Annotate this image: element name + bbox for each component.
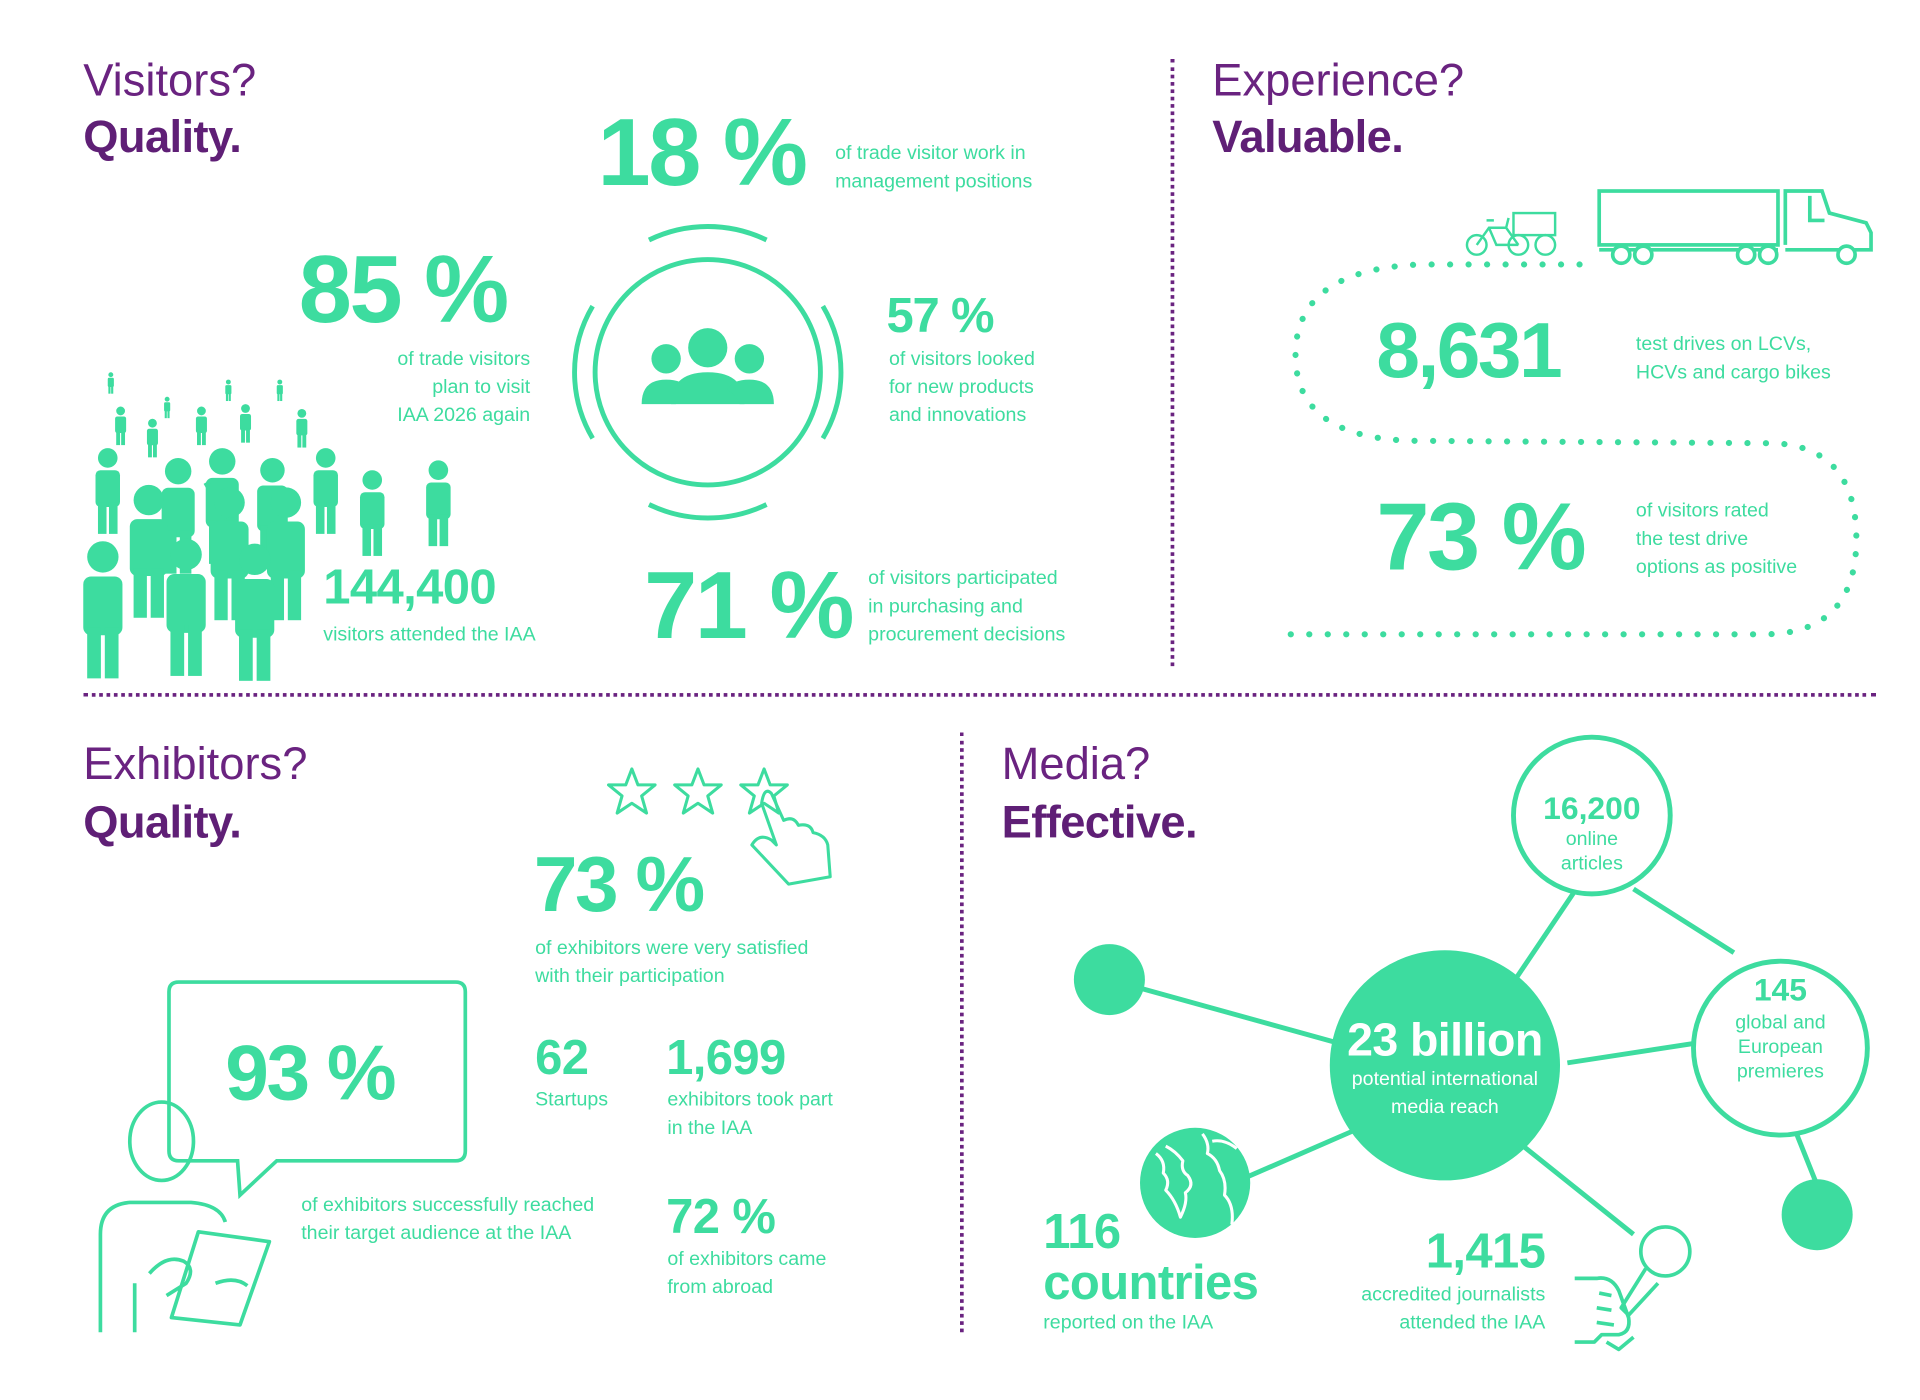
products-label: of visitors looked for new products and … [888, 348, 1035, 427]
media-network [1073, 734, 1870, 1251]
globe-icon [1140, 1127, 1251, 1238]
experience-answer: Valuable. [1212, 111, 1404, 162]
premieres-circle [1691, 958, 1870, 1138]
countries-value: 116 [1043, 1204, 1121, 1259]
truck-icon [1597, 189, 1873, 266]
products-value: 57 % [886, 288, 995, 343]
purchasing-value: 71 % [644, 551, 854, 659]
exhibitors-answer: Quality. [83, 797, 242, 848]
media-answer: Effective. [1001, 797, 1198, 848]
test-rating-label: of visitors rated the test drive options… [1635, 500, 1798, 578]
microphone-icon [1574, 1225, 1692, 1352]
test-drives-value: 8,631 [1376, 306, 1562, 395]
return-label: of trade visitors plan to visit IAA 2026… [397, 348, 531, 427]
premieres-value: 145 [1753, 971, 1807, 1008]
visitors-answer: Quality. [83, 111, 242, 162]
exhibitor-count-value: 1,699 [666, 1031, 786, 1085]
satisfaction-value: 73 % [533, 840, 705, 929]
visitors-question: Visitors? [83, 55, 257, 106]
journalists-value: 1,415 [1425, 1224, 1546, 1279]
exhibitors-question: Exhibitors? [83, 738, 308, 789]
experience-question: Experience? [1212, 55, 1465, 106]
articles-label: online articles [1560, 828, 1623, 875]
countries-word: countries [1043, 1256, 1259, 1311]
audience-value: 93 % [225, 1028, 396, 1117]
divider-top [1170, 58, 1175, 667]
node-dot-left [1073, 944, 1145, 1016]
test-rating-value: 73 % [1376, 482, 1586, 591]
articles-value: 16,200 [1543, 789, 1641, 827]
reach-value: 23 billion [1347, 1015, 1543, 1067]
group-icon [572, 224, 844, 521]
speech-bubble-icon [167, 980, 468, 1200]
cargo-bike-icon [1465, 211, 1557, 256]
journalists-label: accredited journalists attended the IAA [1361, 1284, 1546, 1334]
countries-label: reported on the IAA [1043, 1312, 1214, 1334]
divider-middle [83, 693, 1876, 697]
startups-label: Startups [535, 1089, 609, 1111]
abroad-value: 72 % [666, 1190, 776, 1245]
reach-circle [1329, 950, 1561, 1181]
test-drives-label: test drives on LCVs, HCVs and cargo bike… [1635, 334, 1831, 384]
satisfaction-label: of exhibitors were very satisfied with t… [535, 937, 809, 987]
person-tablet-icon [98, 1100, 272, 1333]
management-label: of trade visitor work in management posi… [835, 143, 1033, 193]
attendance-label: visitors attended the IAA [323, 624, 536, 646]
purchasing-label: of visitors participated in purchasing a… [868, 568, 1066, 646]
dotted-road [1270, 261, 1860, 638]
audience-label: of exhibitors successfully reached their… [301, 1195, 595, 1245]
startups-value: 62 [535, 1031, 589, 1085]
pointing-hand-icon [750, 789, 832, 886]
node-dot-right [1781, 1179, 1853, 1251]
management-value: 18 % [597, 97, 808, 206]
abroad-label: of exhibitors came from abroad [667, 1248, 827, 1298]
media-question: Media? [1001, 738, 1151, 789]
attendance-value: 144,400 [323, 560, 497, 615]
divider-bottom [960, 732, 964, 1333]
return-value: 85 % [298, 235, 509, 343]
rating-stars-icon [607, 767, 832, 886]
articles-circle [1511, 734, 1673, 897]
premieres-label: global and European premieres [1735, 1012, 1826, 1083]
exhibitor-count-label: exhibitors took part in the IAA [667, 1089, 833, 1139]
reach-label: potential international media reach [1351, 1068, 1539, 1118]
crowd-icon [83, 372, 451, 681]
